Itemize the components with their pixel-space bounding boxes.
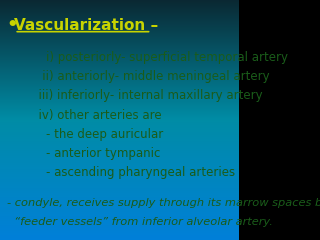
Text: i) posteriorly- superficial temporal artery: i) posteriorly- superficial temporal art… (31, 51, 288, 64)
Text: - anterior tympanic: - anterior tympanic (31, 147, 160, 160)
Text: - ascending pharyngeal arteries: - ascending pharyngeal arteries (31, 166, 235, 179)
Text: ii) anteriorly- middle meningeal artery: ii) anteriorly- middle meningeal artery (31, 70, 270, 83)
Text: - the deep auricular: - the deep auricular (31, 128, 163, 141)
Text: iii) inferiorly- internal maxillary artery: iii) inferiorly- internal maxillary arte… (31, 90, 263, 102)
Text: •: • (6, 16, 18, 34)
Text: Vascularization –: Vascularization – (14, 18, 159, 33)
Text: - condyle, receives supply through its marrow spaces by: - condyle, receives supply through its m… (7, 198, 320, 208)
Text: “feeder vessels” from inferior alveolar artery.: “feeder vessels” from inferior alveolar … (7, 217, 273, 227)
Text: iv) other arteries are: iv) other arteries are (31, 109, 162, 122)
